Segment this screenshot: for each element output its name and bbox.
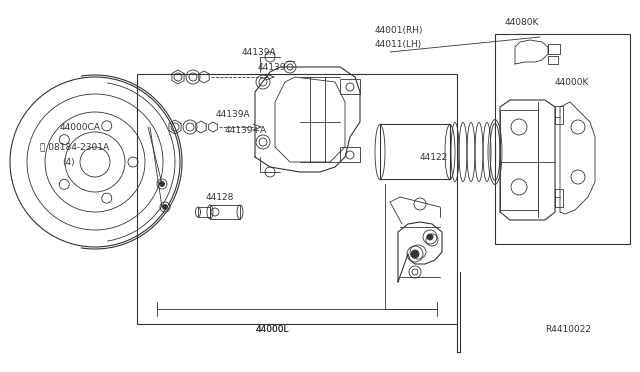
Bar [210,205,240,219]
Text: 44139+A: 44139+A [225,125,267,135]
Text: 44011(LH): 44011(LH) [375,39,422,48]
Circle shape [163,205,168,209]
Text: 44000K: 44000K [555,77,589,87]
Bar [198,207,210,217]
Text: 44080K: 44080K [505,17,540,26]
Circle shape [159,182,164,186]
Bar [555,106,563,124]
Text: R4410022: R4410022 [545,326,591,334]
Text: 44139: 44139 [258,62,287,71]
Text: 44000L: 44000L [255,326,289,334]
Bar [548,44,560,54]
Bar [137,74,457,324]
Bar [495,34,630,244]
Text: 44128: 44128 [206,192,234,202]
Bar [555,189,563,207]
Bar [340,147,360,162]
Text: 44000L: 44000L [255,326,289,334]
Text: 44139A: 44139A [216,109,251,119]
Circle shape [427,234,433,240]
Text: 44139A: 44139A [242,48,276,57]
Circle shape [411,250,419,258]
Text: 44122: 44122 [420,153,448,161]
Text: 44001(RH): 44001(RH) [375,26,424,35]
Text: (4): (4) [62,157,75,167]
Bar [500,110,538,210]
Bar [548,56,558,64]
Bar [380,124,450,179]
Text: 44000CA: 44000CA [60,122,101,131]
Bar [340,79,360,94]
Text: Ⓑ 08184-2301A: Ⓑ 08184-2301A [40,142,109,151]
